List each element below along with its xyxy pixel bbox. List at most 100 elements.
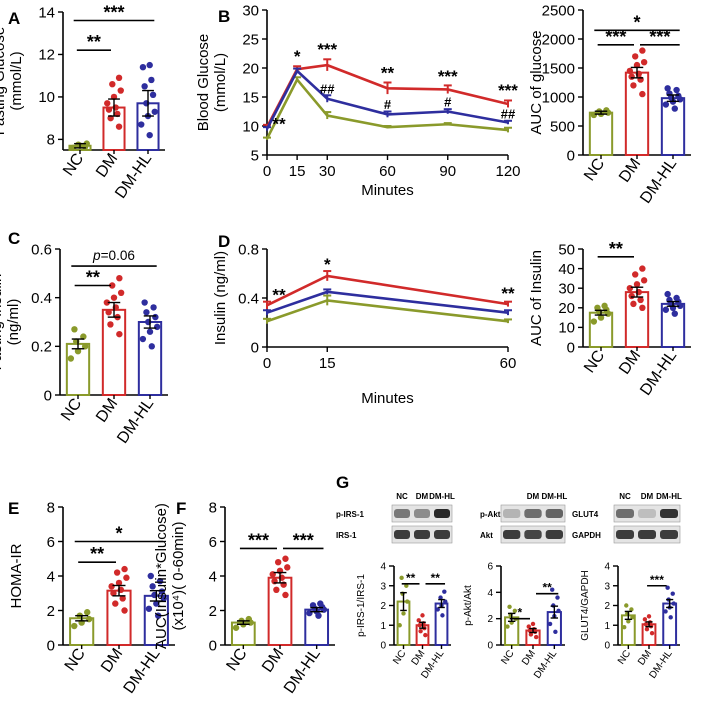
- panel-g2-point: [553, 629, 558, 635]
- panel-f-sig-label: ***: [293, 530, 314, 550]
- blot-band: [394, 509, 410, 518]
- blot-lane-label: DM-HL: [656, 492, 682, 501]
- panel-d2-point: [633, 281, 641, 288]
- panel-d2-point: [639, 304, 646, 311]
- panel-e-y-tick-label: 4: [47, 568, 55, 585]
- panel-g1-point: [438, 595, 443, 600]
- panel-b-x-tick-label: 120: [495, 163, 520, 180]
- panel-c-point: [109, 282, 116, 289]
- panel-d2-point: [640, 277, 648, 284]
- panel-e-point: [121, 607, 128, 614]
- panel-b2-y-tick-label: 1500: [542, 60, 575, 77]
- panel-c-point: [71, 326, 78, 333]
- panel-e-x-tick-label: NC: [62, 646, 89, 675]
- panel-c-sig-label-value: =0.06: [101, 248, 135, 263]
- panel-d2-point: [673, 294, 680, 302]
- panel-g2-y-tick-label: 0: [487, 641, 493, 652]
- panel-a-point: [109, 80, 116, 88]
- blot-band: [503, 509, 521, 518]
- blot-band: [524, 509, 542, 518]
- panel-b-y-tick-label: 25: [242, 31, 259, 48]
- panel-g2-sig-label: **: [542, 581, 552, 595]
- panel-e-y-tick-label: 0: [47, 637, 55, 654]
- panel-a-point: [70, 144, 77, 152]
- panel-a-point: [146, 61, 153, 69]
- panel-f-point: [284, 564, 291, 571]
- panel-b2-point: [673, 86, 680, 94]
- panel-c-point: [146, 328, 154, 335]
- panel-g1-point: [423, 632, 428, 638]
- panel-d2-point: [664, 290, 671, 298]
- panel-b2-y-tick-label: 2000: [542, 31, 575, 48]
- panel-e-point: [112, 600, 119, 607]
- panel-g1-point: [420, 613, 425, 618]
- panel-a-point: [149, 91, 157, 99]
- panel-b-x-tick-label: 30: [319, 163, 336, 180]
- panel-g3-point: [630, 615, 635, 620]
- panel-f-x-tick-label: DM-HL: [281, 645, 324, 696]
- panel-a-y-tick-label: 14: [38, 4, 55, 21]
- blot-band: [414, 530, 430, 539]
- panel-g2-y-tick-label: 2: [487, 614, 493, 625]
- panel-b2-sig-label: *: [633, 12, 640, 32]
- panel-b2-point: [639, 47, 646, 54]
- panel-g3-point: [644, 627, 650, 632]
- panel-g3-x-tick-label: NC: [616, 648, 633, 666]
- panel-b2-x-tick-label: DM-HL: [637, 155, 680, 206]
- panel-a-sig-label: ***: [103, 2, 124, 22]
- panel-g1-y-tick-label: 4: [380, 562, 386, 573]
- panel-b2-y-tick-label: 2500: [542, 2, 575, 19]
- panel-c-point: [103, 299, 111, 306]
- blot-band: [503, 530, 521, 539]
- panel-e-point: [121, 565, 128, 573]
- panel-b-annotation: ##: [501, 106, 516, 121]
- panel-g1-y-axis-label: p-IRS-1/IRS-1: [356, 574, 367, 637]
- panel-d2-x-tick-label: DM-HL: [637, 347, 680, 398]
- panel-b-y-axis-label: (mmol/L): [212, 53, 229, 112]
- panel-b-annotation: **: [272, 114, 286, 133]
- panel-f-point: [317, 600, 324, 607]
- panel-d2-point: [597, 314, 605, 321]
- panel-b2-point: [603, 107, 610, 114]
- panel-d2-point: [671, 310, 678, 317]
- panel-g2-point: [556, 608, 561, 613]
- panel-d2-y-tick-label: 20: [558, 300, 575, 317]
- panel-c-sig-label: p=0.06: [92, 248, 135, 263]
- panel-e-point: [115, 579, 123, 587]
- panel-g1-point: [401, 611, 406, 616]
- panel-b2-point: [632, 53, 639, 60]
- panel-e-y-axis-label: HOMA-IR: [8, 543, 25, 608]
- panel-e-x-tick-label: DM: [98, 646, 126, 676]
- blot-band: [660, 509, 678, 518]
- panel-c-point: [143, 309, 150, 316]
- panel-d2-point: [637, 296, 644, 304]
- blot-lane-label: DM: [416, 492, 429, 501]
- panel-d-x-tick-label: 60: [500, 355, 517, 372]
- panel-a-point: [105, 106, 113, 113]
- panel-g2-y-tick-label: 4: [487, 588, 493, 599]
- panel-g1-x-tick-label: DM: [410, 648, 428, 667]
- panel-g2-sig-label: *: [518, 606, 523, 620]
- panel-b-annotation: **: [381, 63, 395, 82]
- panel-g3-point: [642, 617, 648, 622]
- panel-c-x-tick-label: DM: [93, 396, 121, 426]
- panel-g3-point: [622, 625, 627, 630]
- panel-d-annotation: **: [501, 284, 515, 303]
- panel-c-point: [67, 355, 75, 362]
- panel-e-point: [108, 583, 115, 590]
- panel-d2-point: [601, 302, 608, 310]
- panel-b2-x-tick-label: DM: [616, 156, 644, 186]
- panel-g3-y-tick-label: 2: [604, 601, 610, 612]
- panel-a-y-tick-label: 12: [38, 47, 55, 64]
- panel-b-x-tick-label: 15: [289, 163, 306, 180]
- panel-d2-point: [626, 285, 634, 292]
- panel-g1-point: [442, 589, 447, 594]
- panel-b-annotation: #: [384, 97, 392, 112]
- panel-f-x-tick-label: DM: [259, 646, 287, 676]
- panel-d2-bar-dm: [624, 291, 650, 348]
- panel-c-point: [107, 321, 114, 328]
- panel-b2-x-tick-label: NC: [581, 156, 608, 185]
- blot-band: [414, 509, 430, 518]
- panel-c-x-tick-label: DM-HL: [114, 395, 157, 446]
